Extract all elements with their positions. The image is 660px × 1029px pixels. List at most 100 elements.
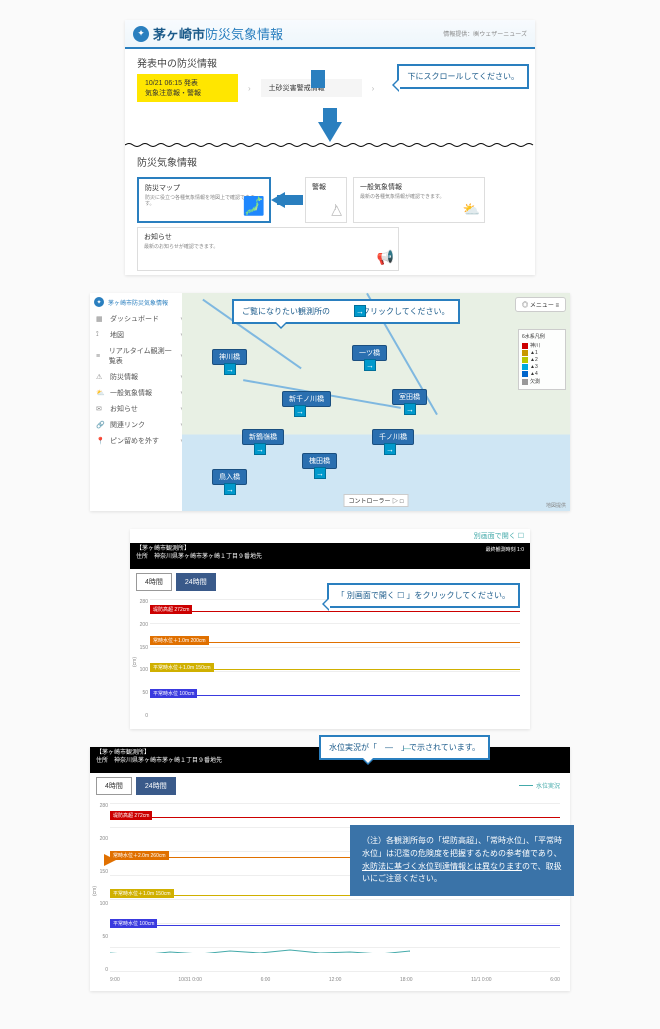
tab-4h[interactable]: 4時間 (96, 777, 132, 795)
sidebar-label: 防災情報 (110, 372, 138, 382)
threshold-label: 堤防高超 272cm (150, 605, 192, 614)
y-tick: 100 (94, 901, 108, 907)
card-title: 一般気象情報 (360, 182, 478, 192)
threshold-line: 平常時水位 100cm (150, 695, 520, 696)
panel-portal: ✦ 茅ヶ崎市防災気象情報 情報提供：㈱ウェザーニューズ 発表中の防災情報 10/… (125, 20, 535, 275)
station-marker-icon[interactable]: → (384, 443, 396, 455)
legend-title: 6水系凡例 (522, 333, 562, 340)
x-tick: 6:00 (261, 977, 271, 983)
sun-cloud-icon: ⛅ (463, 201, 480, 218)
station-icon: → (354, 305, 366, 317)
station-marker-icon[interactable]: → (404, 403, 416, 415)
legend-swatch (522, 364, 528, 370)
card-title: 防災マップ (145, 183, 263, 193)
y-tick: 200 (134, 622, 148, 628)
y-tick: 100 (134, 667, 148, 673)
y-tick: 50 (134, 690, 148, 696)
y-tick: 280 (134, 599, 148, 605)
panel-map: ✦ 茅ヶ崎市防災気象情報 ▦ダッシュボード▾⟟地図▾≡リアルタイム観測一覧表▾ ⚠… (90, 293, 570, 511)
external-link-icon: ☐ (518, 533, 524, 540)
card-desc: 最新のお知らせが確認できます。 (144, 244, 392, 250)
station-marker-icon[interactable]: → (224, 483, 236, 495)
legend-row: ▲3 (522, 364, 562, 370)
sidebar-icon: ✉ (96, 405, 106, 413)
y-tick: 280 (94, 803, 108, 809)
chart-grid (150, 599, 520, 719)
legend-swatch (522, 350, 528, 356)
legend-line-icon (519, 785, 533, 786)
megaphone-icon: 📢 (377, 249, 394, 266)
warning-icon: △! (331, 201, 342, 218)
chart-legend: 水位実況 (519, 781, 560, 790)
map-icon: 🗾 (243, 196, 265, 217)
arrow-indicator-icon (104, 854, 122, 866)
threshold-line: 堤防高超 272cm (150, 611, 520, 612)
sidebar-item[interactable]: ⟟地図▾ (94, 327, 186, 343)
last-obs-time: 最終観測時刻 1:0 (486, 546, 524, 553)
station-marker-icon[interactable]: → (294, 405, 306, 417)
y-axis-label: (cm) (92, 886, 98, 896)
sidebar-item[interactable]: 🔗関連リンク▾ (94, 417, 186, 433)
alert-text: 気象注意報・警報 (145, 88, 230, 98)
sidebar-item[interactable]: ✉お知らせ▾ (94, 401, 186, 417)
sidebar-label: 一般気象情報 (110, 388, 152, 398)
alert-card-yellow[interactable]: 10/21 06:15 発表 気象注意報・警報 (137, 74, 238, 102)
logo-icon: ✦ (94, 297, 104, 307)
arrow-down-icon (318, 122, 342, 154)
y-tick: 0 (94, 967, 108, 973)
x-tick: 6:00 (550, 977, 560, 983)
legend-swatch (522, 371, 528, 377)
map-menu-button[interactable]: ◎ メニュー ≡ (515, 297, 566, 312)
station-marker-icon[interactable]: → (314, 467, 326, 479)
panel-chart-small: 別画面で開く ☐ 【茅ヶ崎市観測所】 住所 神奈川県茅ヶ崎市茅ヶ崎１丁目９番地先… (130, 529, 530, 729)
station-location: 住所 神奈川県茅ヶ崎市茅ヶ崎１丁目９番地先 (96, 758, 222, 766)
y-tick: 200 (94, 836, 108, 842)
sidebar-icon: 📍 (96, 437, 106, 445)
sidebar-icon: 🔗 (96, 421, 106, 429)
tab-24h[interactable]: 24時間 (136, 777, 176, 795)
legend-label: ▲4 (530, 371, 538, 377)
sidebar-item[interactable]: ⚠防災情報▾ (94, 369, 186, 385)
sidebar-brand: ✦ 茅ヶ崎市防災気象情報 (94, 297, 186, 307)
sidebar-icon: ≡ (96, 353, 105, 360)
legend-swatch (522, 357, 528, 363)
station-marker-icon[interactable]: → (224, 363, 236, 375)
sidebar-item[interactable]: ▦ダッシュボード▾ (94, 311, 186, 327)
station-marker-icon[interactable]: → (364, 359, 376, 371)
chart-header: 【茅ヶ崎市観測所】 住所 神奈川県茅ヶ崎市茅ヶ崎１丁目９番地先 最終観測時刻 1… (130, 543, 530, 569)
threshold-line: 常時水位＋1.0m 200cm (150, 642, 520, 643)
card-notice[interactable]: お知らせ 最新のお知らせが確認できます。 📢 (137, 227, 399, 271)
station-marker-icon[interactable]: → (254, 443, 266, 455)
card-title: 警報 (312, 182, 340, 192)
card-disaster-map[interactable]: 防災マップ 防災に役立つ各種気象情報を地図上で確認できます。 🗾 (137, 177, 271, 223)
station-chip[interactable]: 新千ノ川橋 (282, 391, 331, 407)
x-axis: 9:0010/31 0:006:0012:0018:0011/1 0:006:0… (110, 977, 560, 983)
legend-row: ▲4 (522, 371, 562, 377)
card-general-weather[interactable]: 一般気象情報 最新の各種気象情報が確認できます。 ⛅ (353, 177, 485, 223)
legend-row: ▲1 (522, 350, 562, 356)
open-new-window-link[interactable]: 別画面で開く ☐ (130, 531, 524, 541)
sidebar-item[interactable]: 📍ピン留めを外す▾ (94, 433, 186, 449)
station-name: 【茅ヶ崎市観測所】 (136, 546, 262, 554)
x-tick: 10/31 0:00 (178, 977, 202, 983)
station-name: 【茅ヶ崎市観測所】 (96, 750, 222, 758)
legend-label: ▲2 (530, 357, 538, 363)
sidebar-item[interactable]: ⛅一般気象情報▾ (94, 385, 186, 401)
legend-row: ▲2 (522, 357, 562, 363)
sidebar-item[interactable]: ≡リアルタイム観測一覧表▾ (94, 343, 186, 369)
map-area[interactable]: ご覧になりたい観測所の をクリックしてください。 → ◎ メニュー ≡ 神川橋→… (182, 293, 570, 511)
card-warning[interactable]: 警報 △! (305, 177, 347, 223)
callout-map-click: ご覧になりたい観測所の をクリックしてください。 → (232, 299, 460, 324)
map-legend: 6水系凡例 神川▲1▲2▲3▲4欠測 (518, 329, 566, 390)
sidebar-icon: ⟟ (96, 331, 106, 339)
city-name: 茅ヶ崎市 (153, 27, 205, 42)
threshold-label: 平常時水位 100cm (150, 689, 197, 698)
map-controller[interactable]: コントローラー ▷ □ (344, 494, 409, 507)
tab-24h[interactable]: 24時間 (176, 573, 216, 591)
legend-row: 神川 (522, 342, 562, 349)
sidebar-icon: ⚠ (96, 373, 106, 381)
legend-label: 神川 (530, 342, 540, 349)
tab-4h[interactable]: 4時間 (136, 573, 172, 591)
arrow-left-icon (263, 192, 285, 208)
station-location: 住所 神奈川県茅ヶ崎市茅ヶ崎１丁目９番地先 (136, 554, 262, 562)
